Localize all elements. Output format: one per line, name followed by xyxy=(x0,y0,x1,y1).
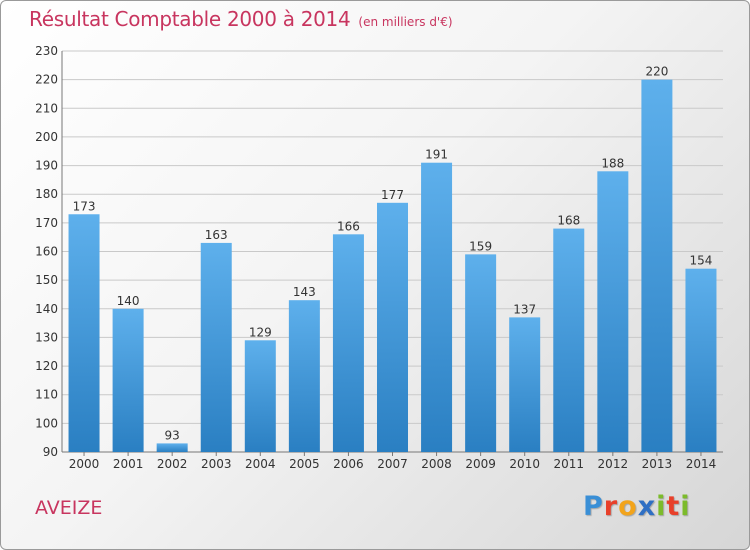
data-label-2007: 177 xyxy=(381,188,404,202)
x-tick-label: 2005 xyxy=(289,457,320,471)
bar-2010 xyxy=(509,317,541,452)
data-label-2003: 163 xyxy=(205,228,228,242)
x-tick-label: 2013 xyxy=(642,457,673,471)
y-tick-label: 90 xyxy=(43,445,58,459)
x-tick-label: 2012 xyxy=(598,457,629,471)
data-labels: 173 140 93 163 129 143 166 177 191 159 137 168 188 22… xyxy=(73,65,713,443)
bar-2001 xyxy=(112,308,144,452)
logo-letter: i xyxy=(680,491,691,522)
data-label-2010: 137 xyxy=(513,302,536,316)
proxiti-logo: Proxiti xyxy=(583,491,691,522)
bar-2007 xyxy=(377,202,408,452)
bar-2011 xyxy=(553,228,585,452)
x-tick-label: 2014 xyxy=(686,457,717,471)
y-tick-label: 220 xyxy=(35,73,58,87)
x-tick-label: 2002 xyxy=(157,457,188,471)
commune-name: AVEIZE xyxy=(35,497,103,519)
y-tick-label: 150 xyxy=(35,273,58,287)
chart-subtitle: (en milliers d'€) xyxy=(358,15,453,29)
bar-2004 xyxy=(244,340,276,452)
bars xyxy=(68,79,717,453)
bar-2000 xyxy=(68,214,100,452)
x-tick-label: 2006 xyxy=(333,457,364,471)
data-label-2001: 140 xyxy=(117,294,140,308)
x-tick-label: 2009 xyxy=(465,457,496,471)
data-label-2006: 166 xyxy=(337,219,360,233)
data-label-2004: 129 xyxy=(249,325,272,339)
x-tick-label: 2008 xyxy=(421,457,452,471)
data-label-2012: 188 xyxy=(601,156,624,170)
x-tick-label: 2010 xyxy=(509,457,540,471)
y-tick-label: 190 xyxy=(35,159,58,173)
data-label-2002: 93 xyxy=(165,428,180,442)
data-label-2009: 159 xyxy=(469,239,492,253)
chart-title-text: Résultat Comptable 2000 à 2014 xyxy=(29,7,351,31)
bar-2009 xyxy=(465,254,497,452)
y-tick-label: 180 xyxy=(35,187,58,201)
y-tick-label: 170 xyxy=(35,216,58,230)
y-tick-label: 230 xyxy=(35,44,58,58)
data-label-2014: 154 xyxy=(690,254,713,268)
y-tick-label: 140 xyxy=(35,302,58,316)
axes: 90 100 110 120 130 140 150 160 170 180 190 200 210 22… xyxy=(35,44,723,471)
data-label-2013: 220 xyxy=(645,65,668,79)
logo-letter: x xyxy=(637,491,657,522)
y-tick-label: 210 xyxy=(35,101,58,115)
x-tick-label: 2003 xyxy=(201,457,232,471)
logo-letter: t xyxy=(666,491,681,522)
bar-2006 xyxy=(332,234,364,452)
y-tick-label: 130 xyxy=(35,330,58,344)
x-tick-label: 2000 xyxy=(69,457,100,471)
bar-2012 xyxy=(597,171,629,453)
x-tick-label: 2001 xyxy=(113,457,144,471)
bar-2005 xyxy=(288,300,320,452)
bar-2013 xyxy=(641,79,673,453)
y-tick-label: 100 xyxy=(35,416,58,430)
logo-letter: r xyxy=(603,491,619,522)
y-tick-label: 200 xyxy=(35,130,58,144)
data-label-2005: 143 xyxy=(293,285,316,299)
x-tick-label: 2004 xyxy=(245,457,276,471)
y-tick-label: 110 xyxy=(35,388,58,402)
chart-title: Résultat Comptable 2000 à 2014 (en millie… xyxy=(29,7,453,31)
bar-2003 xyxy=(200,242,232,452)
bar-2002 xyxy=(156,443,188,452)
x-tick-label: 2011 xyxy=(553,457,584,471)
data-label-2008: 191 xyxy=(425,148,448,162)
logo-letter: i xyxy=(656,491,667,522)
bar-2008 xyxy=(421,162,453,452)
y-tick-label: 160 xyxy=(35,245,58,259)
logo-letter: o xyxy=(618,491,638,522)
bar-2014 xyxy=(685,268,717,452)
y-tick-label: 120 xyxy=(35,359,58,373)
logo-letter: P xyxy=(583,491,604,522)
data-label-2011: 168 xyxy=(557,214,580,228)
x-tick-label: 2007 xyxy=(377,457,408,471)
data-label-2000: 173 xyxy=(73,199,96,213)
